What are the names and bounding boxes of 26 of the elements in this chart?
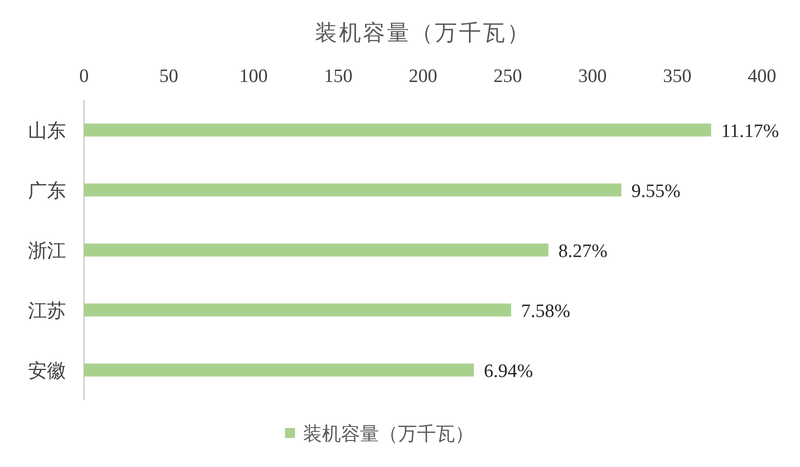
y-tick-label: 广东 xyxy=(28,180,66,202)
y-tick-label: 浙江 xyxy=(28,240,66,262)
legend-label: 装机容量（万千瓦） xyxy=(303,423,474,445)
x-tick-label: 400 xyxy=(748,66,776,87)
x-tick-label: 50 xyxy=(159,66,178,87)
x-tick-label: 200 xyxy=(408,66,438,87)
x-tick-label: 0 xyxy=(79,66,89,87)
x-tick-label: 300 xyxy=(578,66,607,87)
y-tick-label: 江苏 xyxy=(28,300,66,322)
y-tick-label: 安徽 xyxy=(28,360,66,382)
y-tick-label: 山东 xyxy=(28,120,66,142)
bar xyxy=(84,184,622,196)
x-tick-label: 350 xyxy=(663,66,692,87)
bar xyxy=(84,124,712,136)
annotation: 9.55% xyxy=(631,181,681,202)
annotation: 11.17% xyxy=(721,121,780,142)
bar xyxy=(84,304,512,316)
chart-title: 装机容量（万千瓦） xyxy=(315,21,531,46)
bar xyxy=(84,244,548,256)
x-tick-label: 100 xyxy=(239,66,268,87)
bar xyxy=(84,364,474,376)
x-tick-label: 150 xyxy=(324,66,352,87)
annotation: 7.58% xyxy=(521,301,570,322)
x-tick-label: 250 xyxy=(494,66,522,87)
annotation: 8.27% xyxy=(558,241,608,262)
annotation: 6.94% xyxy=(484,361,534,382)
